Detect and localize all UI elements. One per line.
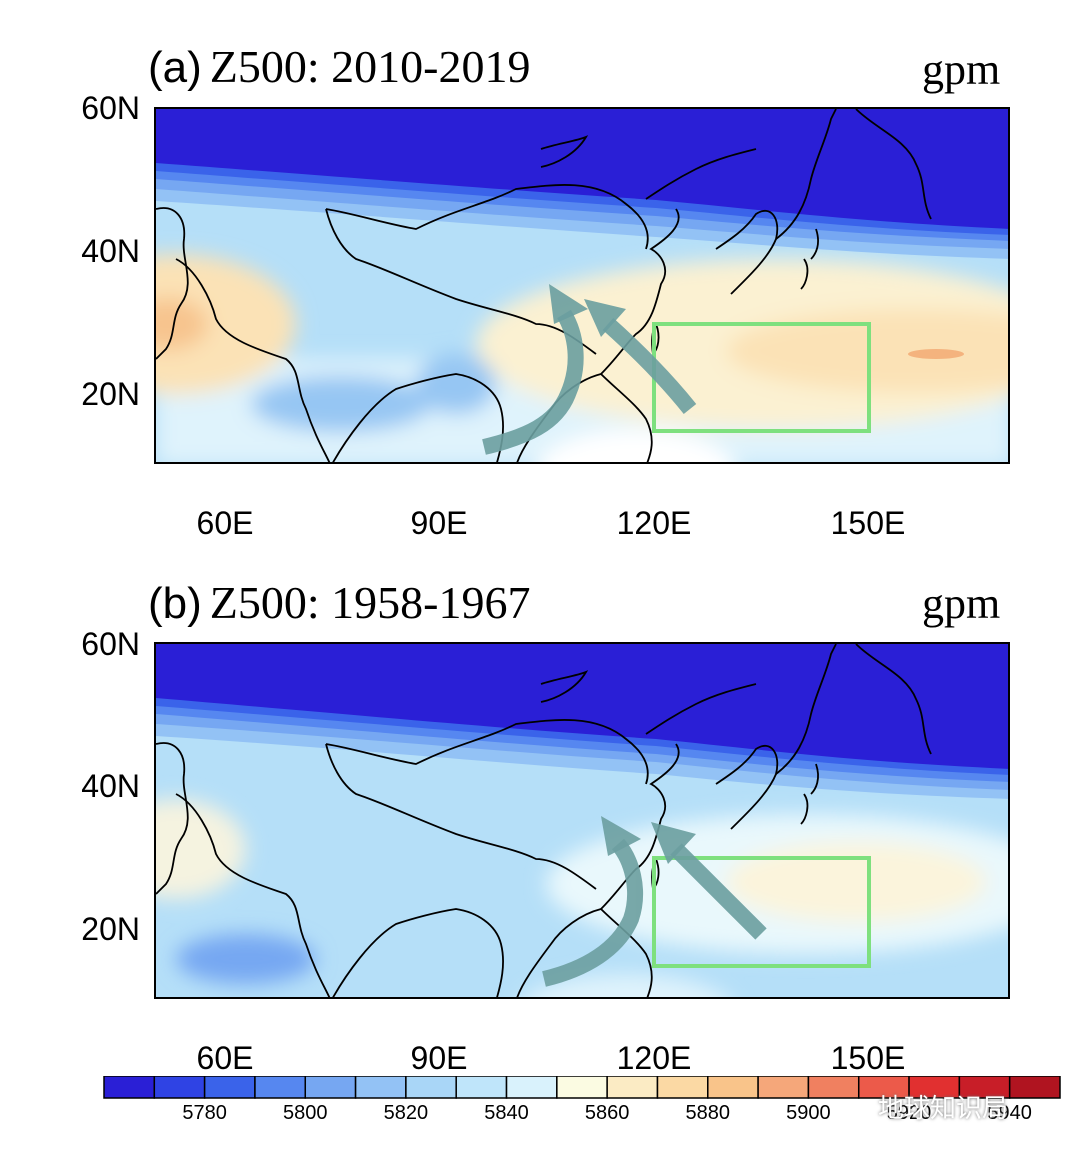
colorbar-box	[304, 1076, 357, 1099]
panel-a-lat-60n: 60N	[81, 90, 140, 126]
panel-a-map	[154, 107, 1010, 464]
panel-a-lon-150e: 150E	[830, 505, 906, 541]
panel-b-z500-field	[156, 644, 1008, 997]
colorbar-box	[606, 1076, 659, 1099]
colorbar	[103, 1076, 1061, 1099]
panel-b-letter: (b)	[148, 579, 202, 628]
panel-a-lon-120e: 120E	[616, 505, 692, 541]
colorbar-tick-label: 5800	[283, 1102, 328, 1124]
panel-b-units: gpm	[922, 579, 1001, 628]
panel-a-lat-40n: 40N	[81, 233, 140, 269]
colorbar-box	[1008, 1076, 1061, 1099]
panel-a-flow-arrows	[482, 309, 697, 455]
panel-b-flow-arrows	[542, 838, 767, 987]
panel-b-lon-60e: 60E	[196, 1040, 254, 1076]
colorbar-box	[455, 1076, 508, 1099]
colorbar-tick-label: 5840	[484, 1102, 529, 1124]
panel-a-letter: (a)	[148, 43, 202, 92]
panel-b-lat-60n: 60N	[81, 626, 140, 662]
colorbar-box	[807, 1076, 860, 1099]
panel-b-lon-120e: 120E	[616, 1040, 692, 1076]
panel-b-arrow-head-2	[651, 822, 696, 864]
colorbar-box	[656, 1076, 709, 1099]
colorbar-box	[556, 1076, 608, 1099]
colorbar-tick-label: 5960	[1070, 1103, 1080, 1123]
panel-b-lat-40n: 40N	[81, 768, 140, 804]
colorbar-box	[405, 1076, 457, 1099]
panel-a-arrow-head-1	[549, 284, 588, 324]
colorbar-tick-label: 5880	[685, 1102, 731, 1124]
colorbar-box	[153, 1076, 206, 1099]
colorbar-tick-label: 5940	[987, 1102, 1032, 1124]
panel-b-region-box	[652, 856, 871, 968]
panel-b-title-text: Z500: 1958-1967	[209, 577, 531, 628]
colorbar-tick-label: 5860	[584, 1102, 630, 1124]
colorbar-box	[757, 1076, 810, 1099]
panel-a-title: (a) Z500: 2010-2019	[148, 44, 530, 90]
panel-a-z500-field	[156, 109, 1008, 462]
panel-b-arrow-head-1	[601, 816, 641, 856]
colorbar-box	[103, 1076, 156, 1099]
panel-b-lon-90e: 90E	[410, 1040, 468, 1076]
colorbar-box	[354, 1076, 407, 1099]
colorbar-tick-label: 5920	[886, 1102, 932, 1124]
panel-b-lon-150e: 150E	[830, 1040, 906, 1076]
colorbar-box	[203, 1076, 256, 1099]
panel-b-lat-20n: 20N	[81, 911, 140, 947]
colorbar-tick-label: 5820	[383, 1102, 429, 1124]
colorbar-box	[254, 1076, 307, 1099]
panel-a-lat-20n: 20N	[81, 376, 140, 412]
colorbar-tick-label: 5780	[182, 1102, 227, 1124]
panel-b-title: (b) Z500: 1958-1967	[148, 580, 530, 626]
panel-a-arrow-head-2	[584, 299, 626, 337]
watermark: 地球知识局	[878, 1093, 1009, 1123]
colorbar-box	[505, 1076, 558, 1099]
colorbar-box	[707, 1076, 759, 1099]
panel-a-lon-90e: 90E	[410, 505, 468, 541]
colorbar-tick-label: 5900	[786, 1102, 831, 1124]
panel-a-title-text: Z500: 2010-2019	[209, 41, 531, 92]
panel-a-lon-60e: 60E	[196, 505, 254, 541]
panel-a-units: gpm	[922, 45, 1001, 94]
panel-b-map	[154, 642, 1010, 999]
